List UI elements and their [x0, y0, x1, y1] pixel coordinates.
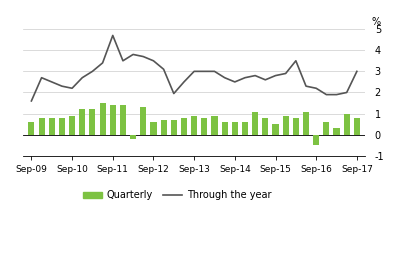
Bar	[69, 116, 75, 135]
Text: %: %	[372, 16, 381, 26]
Bar	[151, 122, 156, 135]
Bar	[344, 114, 350, 135]
Bar	[99, 103, 106, 135]
Bar	[282, 116, 289, 135]
Bar	[181, 118, 187, 135]
Bar	[120, 105, 126, 135]
Legend: Quarterly, Through the year: Quarterly, Through the year	[79, 187, 275, 204]
Bar	[140, 107, 146, 135]
Bar	[49, 118, 55, 135]
Bar	[110, 105, 116, 135]
Bar	[222, 122, 228, 135]
Bar	[262, 118, 268, 135]
Bar	[130, 135, 136, 139]
Bar	[28, 122, 35, 135]
Bar	[303, 112, 309, 135]
Bar	[59, 118, 65, 135]
Bar	[211, 116, 218, 135]
Bar	[313, 135, 319, 145]
Bar	[79, 109, 85, 135]
Bar	[293, 118, 299, 135]
Bar	[334, 129, 339, 135]
Bar	[242, 122, 248, 135]
Bar	[252, 112, 258, 135]
Bar	[323, 122, 329, 135]
Bar	[89, 109, 96, 135]
Bar	[161, 120, 167, 135]
Bar	[171, 120, 177, 135]
Bar	[191, 116, 197, 135]
Bar	[39, 118, 45, 135]
Bar	[201, 118, 207, 135]
Bar	[232, 122, 238, 135]
Bar	[354, 118, 360, 135]
Bar	[272, 124, 279, 135]
